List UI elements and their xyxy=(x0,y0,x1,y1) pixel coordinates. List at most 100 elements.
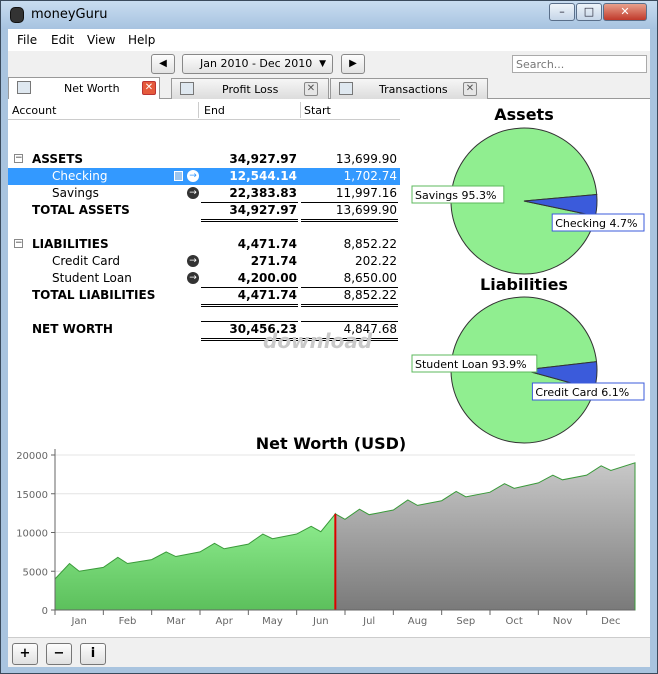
column-header-start[interactable]: Start xyxy=(304,104,331,117)
pie-label-box xyxy=(411,354,538,373)
end-value: 30,456.23 xyxy=(229,322,297,336)
chevron-down-icon: ▼ xyxy=(319,59,326,69)
go-to-account-icon[interactable]: → xyxy=(187,255,199,267)
pie-label: Student Loan 93.9% xyxy=(415,358,527,371)
remove-account-button[interactable]: − xyxy=(46,643,72,665)
close-tab-icon[interactable]: ✕ xyxy=(463,82,477,96)
total-underline xyxy=(301,321,398,322)
menu-view[interactable]: View xyxy=(87,33,116,47)
collapse-toggle-icon[interactable]: − xyxy=(14,238,23,248)
pie-title: Assets xyxy=(494,105,553,124)
end-value: 34,927.97 xyxy=(229,152,297,166)
menu-bar: File Edit View Help xyxy=(8,29,650,51)
table-row-total-assets[interactable]: TOTAL ASSETS 34,927.97 13,699.90 xyxy=(8,202,400,219)
total-underline xyxy=(301,340,398,341)
start-value: 8,852.22 xyxy=(343,288,397,302)
total-underline xyxy=(201,304,298,305)
total-underline xyxy=(301,202,398,203)
table-row-checking[interactable]: Checking → 12,544.14 1,702.74 xyxy=(8,168,400,185)
column-separator[interactable] xyxy=(198,102,199,118)
tab-label: Transactions xyxy=(379,83,448,96)
title-bar[interactable]: moneyGuru – □ ✕ xyxy=(1,1,657,29)
net-worth-chart-icon xyxy=(17,81,31,94)
table-row-liabilities[interactable]: − LIABILITIES 4,471.74 8,852.22 xyxy=(8,236,400,253)
table-row-total-liabilities[interactable]: TOTAL LIABILITIES 4,471.74 8,852.22 xyxy=(8,287,400,304)
close-tab-icon[interactable]: ✕ xyxy=(142,81,156,95)
total-underline xyxy=(201,340,298,341)
x-tick-label-jan: Jan xyxy=(70,616,86,627)
tab-transactions[interactable]: Transactions ✕ xyxy=(330,78,488,99)
date-range-label: Jan 2010 - Dec 2010 xyxy=(200,57,313,70)
close-window-button[interactable]: ✕ xyxy=(603,3,647,21)
menu-help[interactable]: Help xyxy=(128,33,156,47)
next-period-button[interactable]: ▶ xyxy=(341,54,365,74)
x-tick-label-sep: Sep xyxy=(456,616,475,627)
account-name: NET WORTH xyxy=(32,322,113,336)
total-underline xyxy=(201,321,298,322)
total-underline xyxy=(301,287,398,288)
total-underline xyxy=(201,202,298,203)
pie-label-box xyxy=(551,213,645,232)
minimize-button[interactable]: – xyxy=(549,3,575,21)
pie-title: Liabilities xyxy=(480,275,568,294)
go-to-account-icon[interactable]: → xyxy=(187,187,199,199)
net-worth-table: Account End Start − ASSETS 34,927.97 13,699… xyxy=(8,99,400,341)
x-tick-label-nov: Nov xyxy=(553,616,573,627)
total-underline xyxy=(201,221,298,222)
x-tick-label-dec: Dec xyxy=(601,616,620,627)
end-value: 12,544.14 xyxy=(229,169,297,183)
end-value: 34,927.97 xyxy=(229,203,297,217)
previous-period-button[interactable]: ◀ xyxy=(151,54,175,74)
date-range-selector[interactable]: Jan 2010 - Dec 2010 ▼ xyxy=(182,54,333,74)
table-row-credit-card[interactable]: Credit Card → 271.74 202.22 xyxy=(8,253,400,270)
total-underline xyxy=(201,338,298,339)
column-header-end[interactable]: End xyxy=(204,104,225,117)
maximize-button[interactable]: □ xyxy=(576,3,602,21)
start-value: 13,699.90 xyxy=(335,152,397,166)
table-row-savings[interactable]: Savings → 22,383.83 11,997.16 xyxy=(8,185,400,202)
tab-net-worth[interactable]: Net Worth ✕ xyxy=(8,77,160,99)
menu-edit[interactable]: Edit xyxy=(51,33,75,47)
area-past xyxy=(54,512,336,611)
x-tick-label-jun: Jun xyxy=(312,616,329,627)
end-value: 22,383.83 xyxy=(229,186,297,200)
column-header-account[interactable]: Account xyxy=(12,104,57,117)
y-tick-label: 20000 xyxy=(16,451,48,462)
menu-file[interactable]: File xyxy=(17,33,38,47)
table-row-net-worth[interactable]: NET WORTH 30,456.23 4,847.68 xyxy=(8,321,400,338)
tab-profit-loss[interactable]: Profit Loss ✕ xyxy=(171,78,329,99)
y-tick-label: 0 xyxy=(42,606,48,617)
x-tick-label-jul: Jul xyxy=(362,616,375,627)
x-tick-label-mar: Mar xyxy=(166,616,186,627)
profit-loss-chart-icon xyxy=(180,82,194,95)
close-tab-icon[interactable]: ✕ xyxy=(304,82,318,96)
add-account-button[interactable]: + xyxy=(12,643,38,665)
collapse-toggle-icon[interactable]: − xyxy=(14,153,23,163)
account-name: ASSETS xyxy=(32,152,84,166)
table-row-assets[interactable]: − ASSETS 34,927.97 13,699.90 xyxy=(8,151,400,168)
header-divider xyxy=(8,119,400,120)
go-to-account-icon[interactable]: → xyxy=(187,272,199,284)
start-value: 13,699.90 xyxy=(335,203,397,217)
total-underline xyxy=(301,304,398,305)
tab-bar: Net Worth ✕ Profit Loss ✕ Transactions ✕ xyxy=(8,77,650,99)
window-title: moneyGuru xyxy=(31,7,108,22)
search-input[interactable] xyxy=(512,55,647,73)
moneyguru-app-icon xyxy=(10,7,24,23)
end-value: 4,200.00 xyxy=(237,271,297,285)
x-tick-label-feb: Feb xyxy=(119,616,137,627)
pie-label: Savings 95.3% xyxy=(415,189,496,202)
toolbar: ◀ Jan 2010 - Dec 2010 ▼ ▶ xyxy=(8,51,650,77)
account-info-button[interactable]: i xyxy=(80,643,106,665)
account-name: Checking xyxy=(52,169,108,183)
start-value: 11,997.16 xyxy=(335,186,397,200)
tab-label: Net Worth xyxy=(64,82,120,95)
table-row-student-loan[interactable]: Student Loan → 4,200.00 8,650.00 xyxy=(8,270,400,287)
pie-label: Credit Card 6.1% xyxy=(535,386,629,399)
x-tick-label-apr: Apr xyxy=(216,616,234,627)
total-underline xyxy=(301,306,398,307)
go-to-account-icon[interactable]: → xyxy=(187,170,199,182)
tab-label: Profit Loss xyxy=(222,83,279,96)
column-separator[interactable] xyxy=(300,102,301,118)
total-underline xyxy=(301,219,398,220)
